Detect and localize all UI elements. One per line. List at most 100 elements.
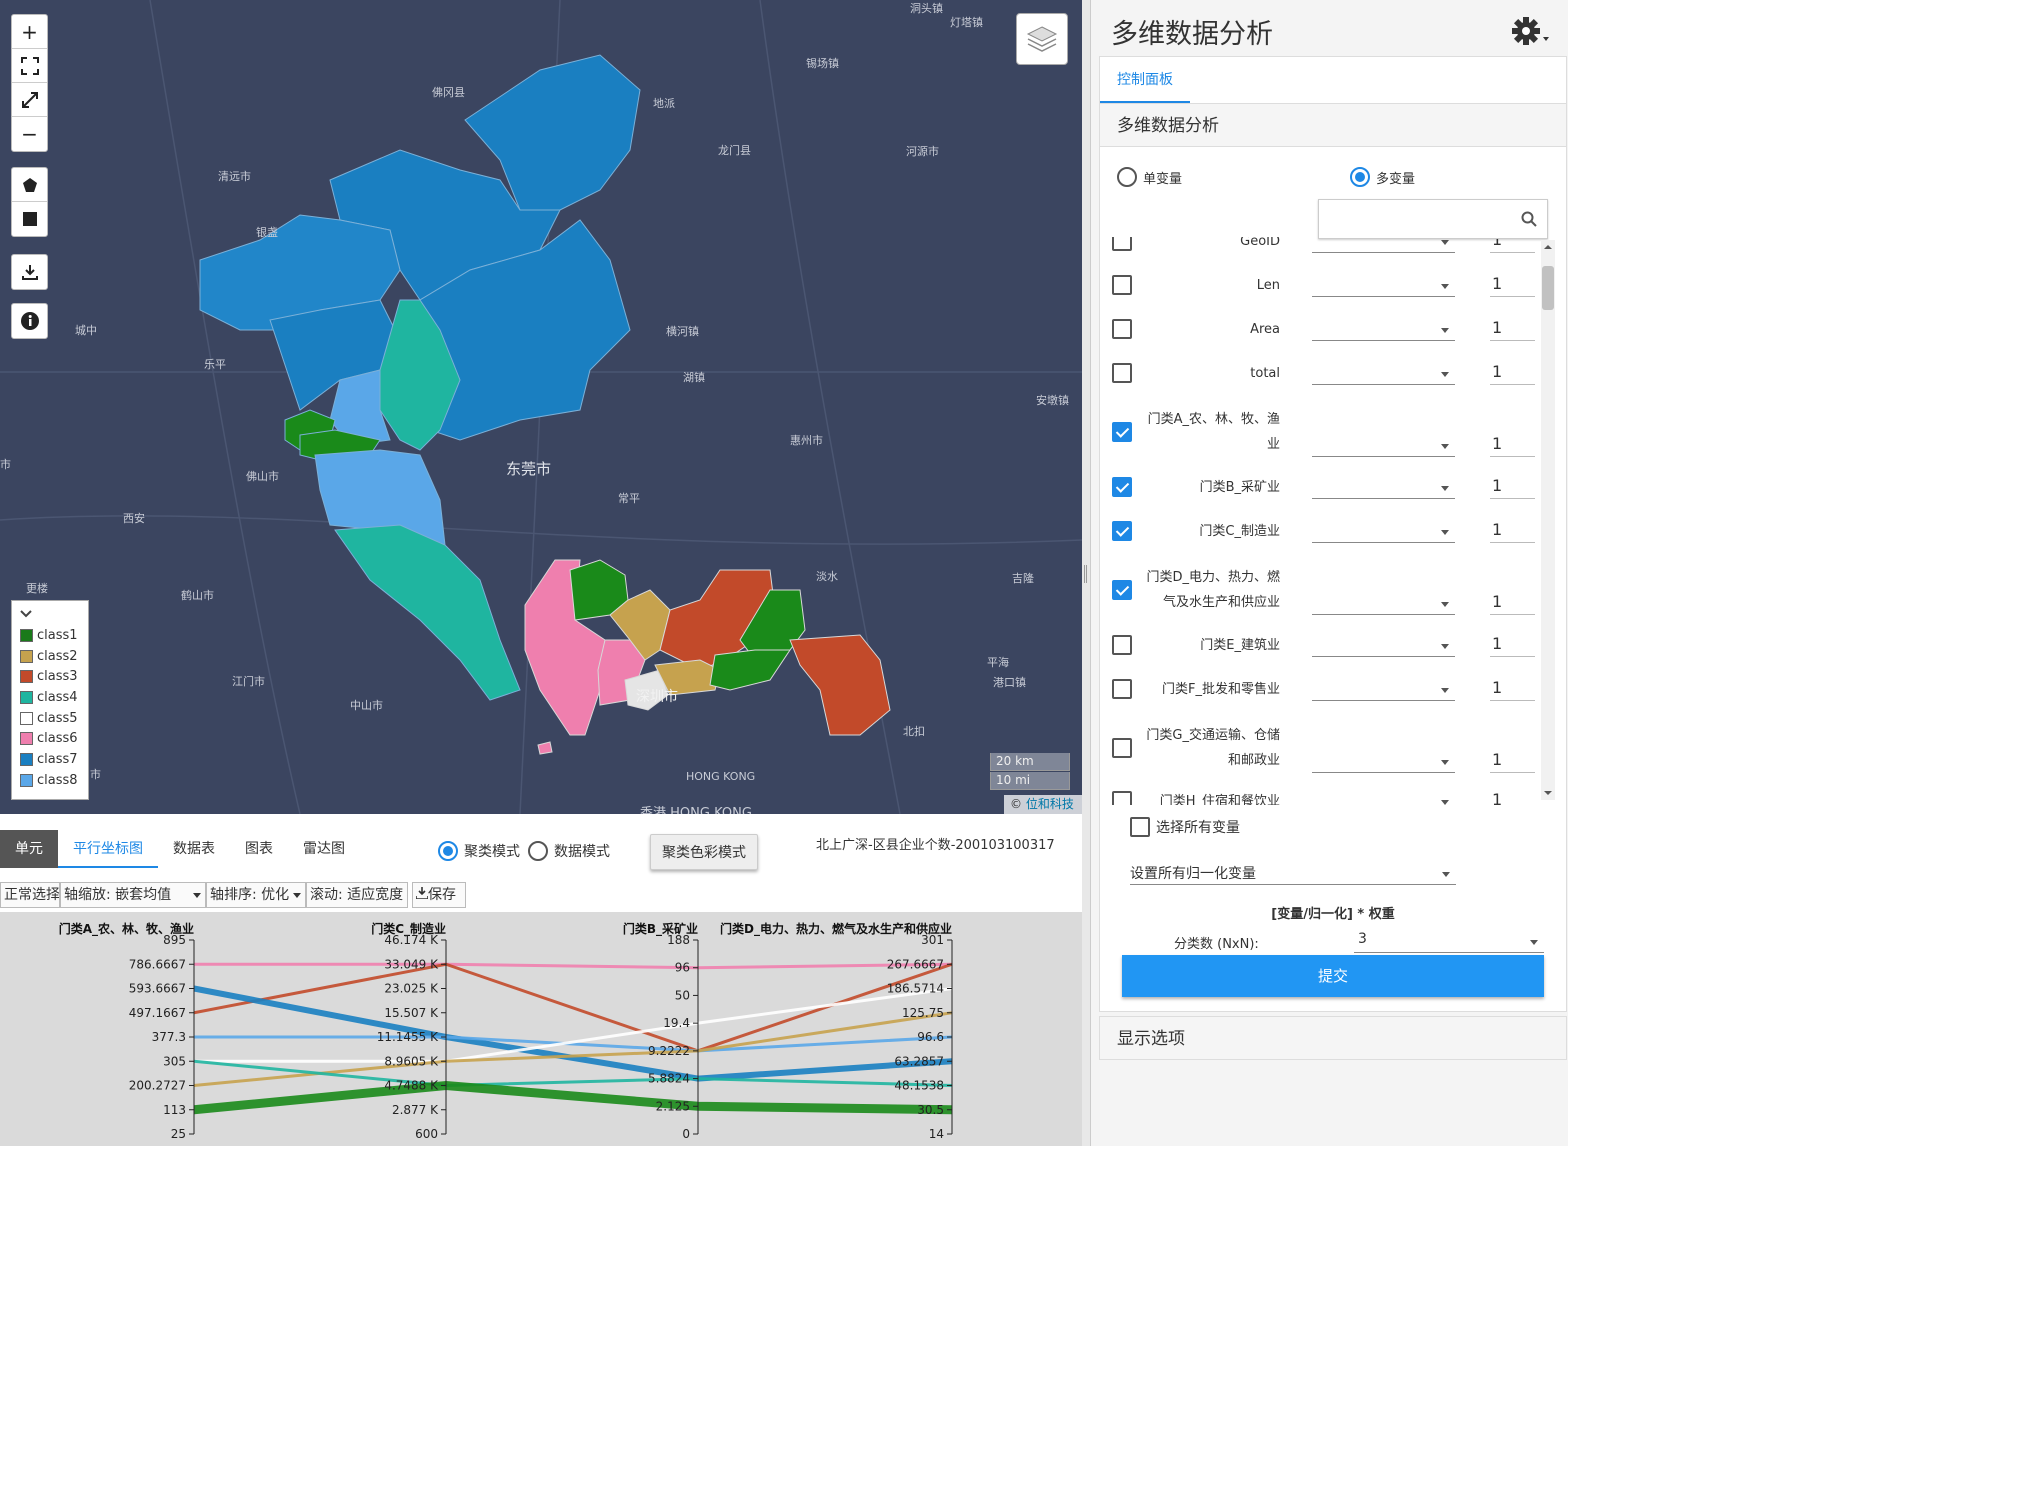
pc-series-line[interactable] xyxy=(193,1011,953,1087)
info-icon[interactable] xyxy=(12,304,47,338)
normalize-select[interactable] xyxy=(1312,475,1455,499)
axis-order-select[interactable]: 轴排序: 优化 xyxy=(206,882,306,908)
pc-tick-label: 25 xyxy=(171,1127,186,1141)
variable-checkbox[interactable] xyxy=(1112,477,1132,497)
zoom-out-button[interactable]: − xyxy=(21,122,38,146)
single-variable-radio[interactable]: 单变量 xyxy=(1117,167,1182,187)
normalize-select[interactable] xyxy=(1312,591,1455,615)
download-icon[interactable] xyxy=(12,255,47,289)
weight-input[interactable]: 1 xyxy=(1490,789,1535,805)
variable-checkbox[interactable] xyxy=(1112,738,1132,758)
chevron-down-icon[interactable] xyxy=(20,607,80,625)
normalize-all-select[interactable]: 设置所有归一化变量 xyxy=(1130,863,1456,885)
normalize-select[interactable] xyxy=(1312,237,1455,253)
normalize-select[interactable] xyxy=(1312,519,1455,543)
weight-input[interactable]: 1 xyxy=(1490,677,1535,701)
normalize-select[interactable] xyxy=(1312,749,1455,773)
variable-checkbox[interactable] xyxy=(1112,521,1132,541)
single-variable-label: 单变量 xyxy=(1143,171,1183,187)
zoom-in-button[interactable]: + xyxy=(12,15,47,49)
variable-checkbox[interactable] xyxy=(1112,275,1132,295)
tab-control-panel[interactable]: 控制面板 xyxy=(1100,57,1190,103)
weight-input[interactable]: 1 xyxy=(1490,749,1535,773)
normalize-select[interactable] xyxy=(1312,677,1455,701)
variable-checkbox[interactable] xyxy=(1112,422,1132,442)
pc-series-line[interactable] xyxy=(194,1035,953,1053)
submit-button[interactable]: 提交 xyxy=(1122,955,1544,997)
expand-icon[interactable] xyxy=(12,83,47,117)
pc-series-line[interactable] xyxy=(193,985,953,1082)
variable-checkbox[interactable] xyxy=(1112,679,1132,699)
layers-icon[interactable] xyxy=(1016,13,1068,65)
map-label: 平海 xyxy=(987,656,1009,669)
draw-rectangle-icon[interactable] xyxy=(12,202,47,236)
weight-input[interactable]: 1 xyxy=(1490,361,1535,385)
attribution-link[interactable]: 位和科技 xyxy=(1025,797,1074,811)
map-view[interactable]: 洞头镇 灯塔镇 佛冈县 锡场镇 地派 龙门县 清远市 河源市 银盏 横河镇 城中… xyxy=(0,0,1082,814)
vertical-splitter[interactable] xyxy=(1082,0,1090,1146)
weight-input[interactable]: 1 xyxy=(1490,317,1535,341)
scroll-select[interactable]: 滚动: 适应宽度 xyxy=(306,882,408,908)
tab-unit[interactable]: 单元 xyxy=(0,830,58,868)
cluster-count-select[interactable]: 3 xyxy=(1354,931,1544,953)
weight-input[interactable]: 1 xyxy=(1490,237,1535,253)
display-options-header[interactable]: 显示选项 xyxy=(1099,1016,1567,1060)
map-label: 银盏 xyxy=(256,226,278,239)
weight-input[interactable]: 1 xyxy=(1490,633,1535,657)
region-guangzhou[interactable] xyxy=(199,54,641,701)
weight-input[interactable]: 1 xyxy=(1490,273,1535,297)
pc-axis-title[interactable]: 门类A_农、林、牧、渔业 xyxy=(59,921,194,937)
normalize-select[interactable] xyxy=(1312,433,1455,457)
page-title: 多维数据分析 xyxy=(1111,19,1273,50)
fullscreen-icon[interactable] xyxy=(12,49,47,83)
variable-checkbox[interactable] xyxy=(1112,580,1132,600)
tab-chart[interactable]: 图表 xyxy=(245,841,273,857)
normalize-select[interactable] xyxy=(1312,317,1455,341)
normalize-select[interactable] xyxy=(1312,789,1455,805)
weight-input[interactable]: 1 xyxy=(1490,519,1535,543)
pc-series-line[interactable] xyxy=(193,1080,953,1115)
weight-input[interactable]: 1 xyxy=(1490,433,1535,457)
select-all-checkbox[interactable]: 选择所有变量 xyxy=(1130,817,1240,837)
normalize-select[interactable] xyxy=(1312,633,1455,657)
tab-data-table[interactable]: 数据表 xyxy=(173,841,215,857)
tab-parallel-coordinates[interactable]: 平行坐标图 xyxy=(58,830,158,868)
variable-checkbox[interactable] xyxy=(1112,237,1132,251)
axis-scale-select[interactable]: 轴缩放: 嵌套均值 xyxy=(60,882,206,908)
color-mode-button[interactable]: 聚类色彩模式 xyxy=(650,834,758,870)
brush-select[interactable]: 正常选择 xyxy=(0,882,60,908)
map-label: 市 xyxy=(90,768,101,781)
normalize-select[interactable] xyxy=(1312,361,1455,385)
variable-checkbox[interactable] xyxy=(1112,319,1132,339)
pc-series-line[interactable] xyxy=(193,1059,953,1088)
draw-polygon-icon[interactable] xyxy=(12,168,47,202)
pc-axis-title[interactable]: 门类B_采矿业 xyxy=(623,921,698,937)
multi-variable-radio[interactable]: 多变量 xyxy=(1350,167,1415,187)
pc-series-line[interactable] xyxy=(193,962,953,1053)
region-shenzhen[interactable] xyxy=(524,559,891,755)
search-input[interactable] xyxy=(1325,200,1515,236)
cluster-mode-radio[interactable]: 聚类模式 xyxy=(438,841,520,861)
normalize-select[interactable] xyxy=(1312,273,1455,297)
zoom-control: + − xyxy=(11,14,48,152)
search-icon[interactable] xyxy=(1521,211,1537,227)
tab-radar[interactable]: 雷达图 xyxy=(303,841,345,857)
save-button[interactable]: 保存 xyxy=(412,882,466,908)
pc-series-line[interactable] xyxy=(194,987,953,1063)
gear-icon[interactable] xyxy=(1511,16,1551,50)
variable-list-scrollbar[interactable] xyxy=(1541,240,1555,800)
weight-input[interactable]: 1 xyxy=(1490,591,1535,615)
weight-input[interactable]: 1 xyxy=(1490,475,1535,499)
data-mode-radio[interactable]: 数据模式 xyxy=(528,841,610,861)
pc-axis-title[interactable]: 门类C_制造业 xyxy=(371,921,446,937)
variable-checkbox[interactable] xyxy=(1112,363,1132,383)
scrollbar-thumb[interactable] xyxy=(1542,266,1554,310)
variable-list[interactable]: GeoID 1 Len 1 Area 1 total 1 门类A_农、林、牧、渔业 1 门类B_采矿… xyxy=(1100,237,1550,805)
pc-axis-title[interactable]: 门类D_电力、热力、燃气及水生产和供应业 xyxy=(720,921,952,937)
parallel-coordinates-chart[interactable]: 门类A_农、林、牧、渔业 895 786.6667 593.6667 497.1667 3… xyxy=(0,912,1082,1146)
scroll-up-icon[interactable] xyxy=(1541,242,1555,252)
scroll-down-icon[interactable] xyxy=(1541,788,1555,798)
pc-series-line[interactable] xyxy=(194,962,953,970)
variable-checkbox[interactable] xyxy=(1112,635,1132,655)
variable-checkbox[interactable] xyxy=(1112,791,1132,805)
